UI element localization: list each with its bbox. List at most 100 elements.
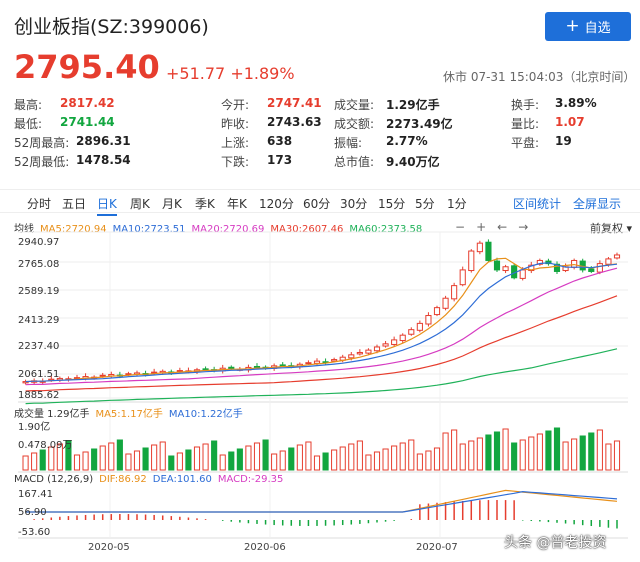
market-status: 休市 07-31 15:04:03（北京时间） bbox=[443, 70, 636, 84]
tab-right-2[interactable]: 全屏显示 bbox=[573, 197, 622, 211]
watermark: 头条 @普老投资 bbox=[504, 535, 607, 551]
page-title: 创业板指(SZ:399006) bbox=[14, 16, 209, 38]
volume-bar bbox=[356, 440, 363, 471]
stat-label: 成交量: bbox=[334, 98, 375, 112]
tab-4[interactable]: 周K bbox=[130, 197, 150, 211]
candle-body bbox=[382, 343, 389, 347]
stat-value: 19 bbox=[555, 134, 572, 148]
tab-6[interactable]: 季K bbox=[195, 197, 215, 211]
tab-13[interactable]: 1分 bbox=[447, 197, 467, 211]
volume-bar bbox=[562, 441, 569, 471]
volume-bar bbox=[108, 442, 115, 471]
stat-value: 638 bbox=[267, 134, 293, 148]
volume-bar bbox=[571, 438, 578, 471]
volume-bar bbox=[545, 430, 552, 471]
volume-bar bbox=[373, 451, 381, 471]
x-tick: 2020-07 bbox=[416, 542, 458, 553]
volume-bar bbox=[288, 447, 295, 471]
add-watchlist-button[interactable]: + 自选 bbox=[545, 12, 631, 41]
tab-1[interactable]: 分时 bbox=[27, 197, 52, 211]
chart-tools: − + ← → bbox=[455, 220, 539, 234]
stat-value: 1.29亿手 bbox=[386, 98, 440, 112]
volume-bar bbox=[279, 450, 286, 471]
candle-body bbox=[433, 307, 441, 316]
volume-bar bbox=[22, 455, 29, 471]
legend-item: MA10:1.22亿手 bbox=[168, 409, 243, 420]
legend-item: MA5:1.17亿手 bbox=[95, 409, 163, 420]
chart-tool-1[interactable]: − bbox=[455, 220, 466, 234]
ma60-line bbox=[25, 348, 618, 405]
stat-value: 2.77% bbox=[386, 134, 428, 148]
stat-label: 今开: bbox=[221, 98, 250, 112]
volume-bar bbox=[236, 448, 243, 471]
volume-bar bbox=[605, 443, 612, 471]
stat-label: 量比: bbox=[511, 117, 540, 131]
tab-right-1[interactable]: 区间统计 bbox=[513, 197, 562, 211]
candle-body bbox=[305, 362, 312, 365]
stat-label: 换手: bbox=[511, 98, 540, 112]
stat-label: 下跌: bbox=[221, 155, 250, 169]
legend-item: MACD (12,26,9) bbox=[14, 474, 94, 485]
volume-bar bbox=[125, 453, 132, 471]
volume-bar bbox=[416, 453, 423, 471]
volume-bar bbox=[511, 442, 518, 471]
stats-row: 52周最高: 2896.31 上涨: 638 振幅: 2.77% 平盘: 19 bbox=[14, 134, 629, 153]
stat-value: 2741.44 bbox=[60, 115, 115, 129]
volume-tick: 0.478.09万 bbox=[18, 440, 73, 451]
stats-grid: 最高: 2817.42 今开: 2747.41 成交量: 1.29亿手 换手: 3.89% 最低… bbox=[14, 96, 629, 172]
volume-bar bbox=[528, 436, 535, 471]
tab-12[interactable]: 5分 bbox=[415, 197, 435, 211]
volume-bar bbox=[56, 443, 63, 471]
candle-body bbox=[451, 285, 458, 300]
volume-bar bbox=[228, 451, 235, 471]
stat-label: 成交额: bbox=[334, 117, 375, 131]
volume-bar bbox=[116, 439, 123, 471]
price-tick: 2589.19 bbox=[18, 286, 60, 297]
legend-item: MA5:2720.94 bbox=[40, 224, 107, 235]
tab-7[interactable]: 年K bbox=[227, 197, 247, 211]
legend-item: DIF:86.92 bbox=[99, 474, 147, 485]
tab-2[interactable]: 五日 bbox=[62, 197, 87, 211]
period-tabs: 分时 五日 日K 周K 月K 季K 年K 120分 60分 30分 15分 5分 1分 区间统计 全屏显示 bbox=[0, 189, 640, 216]
candle-body bbox=[519, 269, 526, 279]
tab-11[interactable]: 15分 bbox=[378, 197, 406, 211]
volume-bar bbox=[596, 429, 603, 471]
volume-bar bbox=[48, 446, 55, 471]
volume-bar bbox=[408, 439, 415, 471]
tab-3[interactable]: 日K bbox=[97, 195, 117, 216]
volume-tick: 1.90亿 bbox=[18, 422, 51, 433]
dea-line bbox=[25, 490, 618, 513]
stats-row: 最高: 2817.42 今开: 2747.41 成交量: 1.29亿手 换手: 3.89% bbox=[14, 96, 629, 115]
volume-bar bbox=[588, 432, 595, 471]
stat-value: 1.07 bbox=[555, 115, 585, 129]
chart-tool-4[interactable]: → bbox=[518, 220, 529, 234]
volume-bar bbox=[579, 435, 586, 471]
legend-item: MACD:-29.35 bbox=[217, 474, 284, 485]
tab-8[interactable]: 120分 bbox=[259, 197, 294, 211]
tab-9[interactable]: 60分 bbox=[303, 197, 331, 211]
candle-body bbox=[528, 264, 535, 272]
volume-bar bbox=[211, 440, 218, 471]
plus-icon: + bbox=[565, 16, 580, 36]
candle-body bbox=[485, 241, 492, 261]
candle-body bbox=[356, 351, 363, 355]
candle-body bbox=[279, 364, 286, 367]
ma-legend: 均线 MA5:2720.94 MA10:2723.51 MA20:2720.69 MA3… bbox=[14, 220, 428, 235]
volume-bar bbox=[391, 445, 398, 471]
volume-bar bbox=[331, 449, 338, 471]
volume-bar bbox=[519, 439, 526, 471]
chart-tool-2[interactable]: + bbox=[476, 220, 487, 234]
volume-bar bbox=[176, 452, 183, 471]
tab-10[interactable]: 30分 bbox=[340, 197, 368, 211]
volume-bar bbox=[202, 443, 209, 471]
candle-body bbox=[408, 329, 415, 335]
candle-body bbox=[365, 349, 372, 354]
chart-tool-3[interactable]: ← bbox=[497, 220, 508, 234]
candle-body bbox=[399, 334, 406, 342]
volume-bar bbox=[159, 441, 166, 471]
volume-bar bbox=[468, 440, 475, 471]
volume-bar bbox=[451, 429, 458, 471]
candle-body bbox=[99, 374, 106, 377]
tab-5[interactable]: 月K bbox=[162, 197, 182, 211]
